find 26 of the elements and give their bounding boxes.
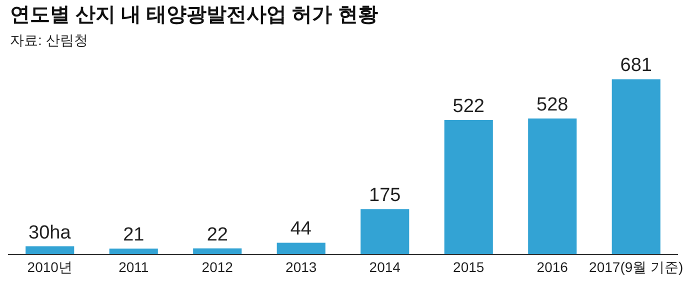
x-tick-label: 2017(9월 기준) (589, 258, 684, 275)
data-label: 30ha (28, 222, 72, 244)
x-tick-label: 2012 (202, 258, 234, 275)
bar (193, 248, 242, 254)
data-label: 21 (123, 224, 144, 246)
bar (528, 118, 577, 254)
bar (26, 246, 74, 254)
data-label: 528 (536, 94, 568, 116)
x-tick-label: 2016 (536, 258, 568, 275)
bar (444, 120, 493, 254)
x-tick-label: 2013 (286, 258, 317, 275)
chart-title: 연도별 산지 내 태양광발전사업 허가 현황 (10, 4, 378, 26)
x-tick-label: 2014 (369, 258, 401, 275)
data-label: 522 (452, 96, 484, 118)
data-label: 44 (290, 218, 312, 240)
data-label: 22 (206, 224, 228, 246)
x-tick-label: 2015 (453, 258, 484, 275)
data-label: 681 (620, 55, 652, 76)
data-label: 175 (369, 185, 401, 206)
bar (360, 209, 410, 254)
bar (109, 248, 158, 254)
x-tick-label: 2011 (118, 258, 149, 275)
chart-subtitle: 자료: 산림청 (10, 32, 88, 48)
x-tick-label: 2010년 (27, 258, 72, 275)
bar (276, 242, 326, 254)
bar (612, 79, 660, 254)
